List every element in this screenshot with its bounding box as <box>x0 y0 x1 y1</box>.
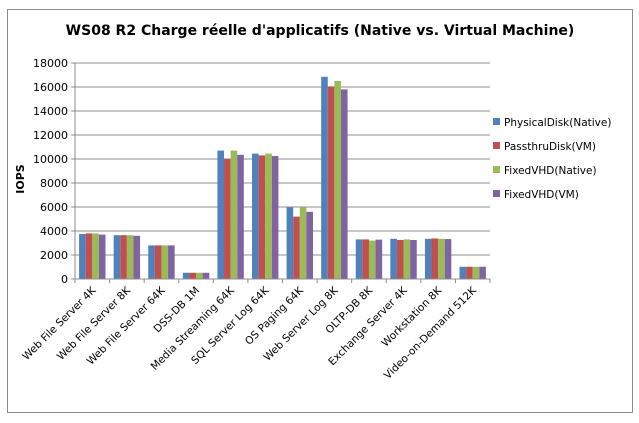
axes <box>71 62 491 283</box>
bar-fixedvhd-vm--7 <box>340 89 348 280</box>
bars <box>79 76 486 280</box>
y-tick-label: 14000 <box>33 105 68 118</box>
bar-passthrudisk-vm--7 <box>327 86 335 280</box>
bar-physicaldisk-native--1 <box>113 235 121 279</box>
bar-fixedvhd-native--1 <box>126 235 134 279</box>
grid-lines <box>75 62 490 256</box>
y-tick-label: 16000 <box>33 81 68 94</box>
bar-fixedvhd-native--3 <box>196 272 203 279</box>
bar-fixedvhd-vm--3 <box>202 272 210 279</box>
bar-fixedvhd-vm--8 <box>375 239 383 279</box>
bar-physicaldisk-native--10 <box>424 238 432 279</box>
legend: PhysicalDisk(Native) PassthruDisk(VM) Fixe… <box>493 117 611 201</box>
bar-passthrudisk-vm--11 <box>466 266 473 279</box>
bar-fixedvhd-native--0 <box>92 233 99 279</box>
bar-fixedvhd-native--8 <box>368 240 376 279</box>
bar-fixedvhd-native--10 <box>438 238 445 279</box>
y-tick-label: 6000 <box>40 201 68 214</box>
y-tick-labels: 0 2000 4000 6000 8000 10000 12000 14000 16000 180… <box>33 57 68 286</box>
x-tick-label: Workstation 8K <box>379 284 445 350</box>
bar-fixedvhd-native--6 <box>299 207 307 279</box>
bar-physicaldisk-native--6 <box>286 207 294 279</box>
bar-passthrudisk-vm--6 <box>293 216 300 279</box>
bar-physicaldisk-native--11 <box>459 266 467 279</box>
bar-fixedvhd-native--7 <box>334 81 341 279</box>
y-tick-label: 12000 <box>33 129 68 142</box>
bar-fixedvhd-native--5 <box>265 153 272 279</box>
bar-passthrudisk-vm--3 <box>189 272 197 279</box>
bar-passthrudisk-vm--8 <box>362 239 369 279</box>
bar-fixedvhd-vm--2 <box>168 245 175 279</box>
chart: WS08 R2 Charge réelle d'applicatifs (Nat… <box>14 23 611 382</box>
y-tick-label: 0 <box>61 273 68 286</box>
legend-label: PhysicalDisk(Native) <box>504 117 611 129</box>
bar-fixedvhd-native--11 <box>472 266 480 279</box>
bar-physicaldisk-native--3 <box>182 272 190 279</box>
bar-fixedvhd-vm--5 <box>271 156 279 279</box>
bar-physicaldisk-native--2 <box>148 245 155 279</box>
bar-fixedvhd-native--9 <box>403 239 411 279</box>
bar-fixedvhd-vm--4 <box>237 154 244 279</box>
bar-fixedvhd-vm--1 <box>133 235 141 279</box>
bar-fixedvhd-vm--11 <box>479 266 486 279</box>
legend-swatch <box>493 166 500 173</box>
bar-fixedvhd-vm--6 <box>306 211 313 279</box>
bar-fixedvhd-vm--9 <box>410 240 417 279</box>
y-tick-label: 2000 <box>40 249 68 262</box>
legend-label: FixedVHD(Native) <box>504 165 597 177</box>
bar-passthrudisk-vm--0 <box>85 233 93 279</box>
bar-passthrudisk-vm--10 <box>431 238 439 279</box>
bar-fixedvhd-native--4 <box>230 150 238 279</box>
bar-physicaldisk-native--4 <box>217 150 225 279</box>
legend-swatch <box>493 142 500 149</box>
bar-fixedvhd-vm--10 <box>444 239 452 279</box>
y-tick-label: 10000 <box>33 153 68 166</box>
bar-physicaldisk-native--0 <box>79 234 86 279</box>
bar-passthrudisk-vm--4 <box>224 159 231 279</box>
legend-swatch <box>493 190 500 197</box>
legend-label: PassthruDisk(VM) <box>504 141 596 153</box>
chart-title: WS08 R2 Charge réelle d'applicatifs (Nat… <box>66 23 575 39</box>
bar-passthrudisk-vm--1 <box>120 235 127 279</box>
bar-passthrudisk-vm--5 <box>258 155 266 279</box>
y-tick-label: 18000 <box>33 57 68 70</box>
bar-physicaldisk-native--8 <box>355 239 363 279</box>
legend-label: FixedVHD(VM) <box>504 189 579 201</box>
x-tick-label: OS Paging 64K <box>243 284 307 348</box>
bar-fixedvhd-native--2 <box>161 245 169 279</box>
legend-swatch <box>493 118 500 125</box>
bar-passthrudisk-vm--2 <box>154 245 162 279</box>
bar-physicaldisk-native--5 <box>252 153 259 279</box>
bar-physicaldisk-native--9 <box>390 238 397 279</box>
bar-passthrudisk-vm--9 <box>396 240 404 279</box>
chart-frame: WS08 R2 Charge réelle d'applicatifs (Nat… <box>7 9 633 413</box>
bar-physicaldisk-native--7 <box>321 76 328 279</box>
y-axis-label: IOPS <box>14 164 27 194</box>
y-tick-label: 4000 <box>40 225 68 238</box>
bar-fixedvhd-vm--0 <box>98 234 106 279</box>
y-tick-label: 8000 <box>40 177 68 190</box>
